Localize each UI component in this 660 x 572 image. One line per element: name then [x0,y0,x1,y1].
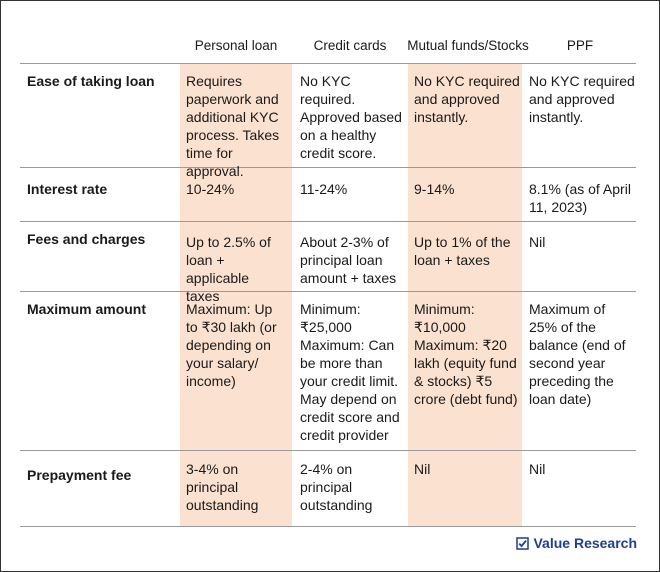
cell-fees-ppf: Nil [529,234,546,250]
row-label-ease-of-taking-loan: Ease of taking loan [27,73,155,89]
cell-interest-credit-cards: 11-24% [300,181,348,197]
cell-prepay-mutual-funds: Nil [414,461,431,477]
divider [20,63,636,64]
column-header-mutual-funds-stocks: Mutual funds/Stocks [407,38,529,53]
column-header-personal-loan: Personal loan [194,38,278,53]
logo-text: Value Research [533,535,637,551]
row-label-interest-rate: Interest rate [27,181,108,197]
cell-max-personal-loan: Maximum: Up to ₹30 lakh (or depending on… [186,301,277,389]
divider [20,167,636,168]
cell-max-ppf: Maximum of 25% of the balance (end of se… [529,301,626,407]
cell-prepay-ppf: Nil [529,461,546,477]
row-label-fees-and-charges: Fees and charges [27,231,146,247]
column-header-credit-cards: Credit cards [313,38,387,53]
cell-interest-ppf: 8.1% (as of April 11, 2023) [529,181,631,215]
cell-ease-ppf: No KYC required and approved instantly. [529,73,635,125]
divider [20,526,636,527]
column-header-ppf: PPF [566,38,594,53]
cell-max-mutual-funds: Minimum: ₹10,000 Maximum: ₹20 lakh (equi… [414,301,518,407]
personal-loan-column-highlight [180,64,292,526]
cell-fees-mutual-funds: Up to 1% of the loan + taxes [414,234,511,268]
divider [20,450,636,451]
checkbox-check-icon [516,536,530,550]
cell-interest-mutual-funds: 9-14% [414,181,455,197]
cell-max-credit-cards: Minimum: ₹25,000 Maximum: Can be more th… [300,301,400,443]
cell-ease-credit-cards: No KYC required. Approved based on a hea… [300,73,402,161]
cell-prepay-personal-loan: 3-4% on principal outstanding [186,461,259,513]
cell-fees-credit-cards: About 2-3% of principal loan amount + ta… [300,234,397,286]
value-research-logo: Value Research [516,535,637,551]
mutual-funds-column-highlight [408,64,522,526]
cell-ease-mutual-funds: No KYC required and approved instantly. [414,73,520,125]
row-label-maximum-amount: Maximum amount [27,301,147,317]
cell-fees-personal-loan: Up to 2.5% of loan + applicable taxes [186,234,271,304]
row-label-prepayment-fee: Prepayment fee [27,467,132,483]
divider [20,291,636,292]
divider [20,221,636,222]
cell-interest-personal-loan: 10-24% [186,181,235,197]
cell-prepay-credit-cards: 2-4% on principal outstanding [300,461,373,513]
cell-ease-personal-loan: Requires paperwork and additional KYC pr… [186,73,280,179]
